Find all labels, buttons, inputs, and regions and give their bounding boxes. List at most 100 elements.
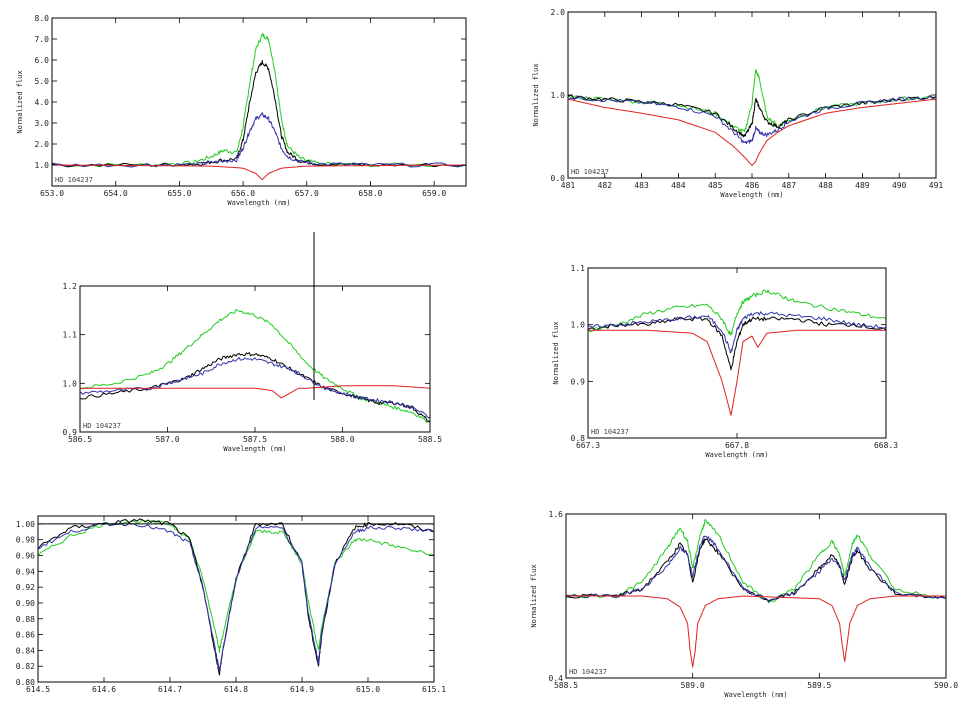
- x-tick-label: 485: [708, 181, 723, 190]
- y-tick-label: 7.0: [35, 35, 50, 44]
- y-tick-label: 0.96: [16, 552, 35, 561]
- x-tick-label: 490: [892, 181, 907, 190]
- y-axis-label: Normalized flux: [530, 564, 538, 627]
- x-tick-label: 587.0: [155, 435, 179, 444]
- x-tick-label: 491: [929, 181, 944, 190]
- x-axis-label: Wavelength (nm): [724, 691, 787, 699]
- series-line-3: [565, 535, 947, 603]
- y-tick-label: 2.0: [35, 140, 50, 149]
- y-tick-label: 4.0: [35, 98, 50, 107]
- y-tick-label: 1.0: [35, 161, 50, 170]
- panel-4: 667.3 667.8 668.3 0.8 0.9 1.0 1.1 Wavelength (n…: [552, 264, 898, 459]
- x-tick-label: 489: [855, 181, 870, 190]
- series-line-1: [51, 33, 467, 168]
- y-tick-label: 0.86: [16, 631, 35, 640]
- y-tick-label: 0.4: [549, 674, 564, 683]
- x-tick-label: 655.0: [167, 189, 191, 198]
- y-tick-label: 0.90: [16, 599, 35, 608]
- y-tick-label: 8.0: [35, 14, 50, 23]
- x-tick-label: 667.3: [576, 441, 600, 450]
- x-tick-label: 668.3: [874, 441, 898, 450]
- x-tick-label: 589.0: [681, 681, 705, 690]
- series-line-3: [567, 94, 937, 144]
- y-tick-label: 0.8: [571, 434, 586, 443]
- panel-5: 614.5 614.6 614.7 614.8 614.9 615.0 615.1 0.80 0…: [16, 515, 446, 694]
- x-tick-label: 658.0: [358, 189, 382, 198]
- star-label: HD 104237: [591, 428, 629, 436]
- x-tick-label: 614.9: [290, 685, 314, 694]
- y-tick-label: 1.0: [551, 91, 566, 100]
- x-tick-label: 657.0: [295, 189, 319, 198]
- y-tick-label: 0.92: [16, 583, 35, 592]
- y-tick-label: 0.9: [63, 428, 78, 437]
- x-tick-label: 587.5: [243, 435, 267, 444]
- x-tick-label: 588.5: [554, 681, 578, 690]
- panel-3: 586.5 587.0 587.5 588.0 588.5 0.9 1.0 1.1 1.2 Wav…: [63, 232, 442, 453]
- star-label: HD 104237: [83, 422, 121, 430]
- y-tick-label: 2.0: [551, 8, 566, 17]
- y-tick-label: 5.0: [35, 77, 50, 86]
- x-tick-label: 483: [634, 181, 649, 190]
- panel-6: 588.5 589.0 589.5 590.0 0.4 1.6 Wavelength (nm…: [530, 510, 958, 699]
- series-line-3: [37, 521, 435, 672]
- x-tick-label: 653.0: [40, 189, 64, 198]
- y-axis-label: Normalized flux: [16, 70, 24, 133]
- plot-frame: [79, 285, 431, 433]
- x-tick-label: 484: [671, 181, 686, 190]
- x-tick-label: 586.5: [68, 435, 92, 444]
- x-tick-label: 656.0: [231, 189, 255, 198]
- x-tick-label: 482: [598, 181, 613, 190]
- y-tick-label: 1.0: [571, 321, 586, 330]
- y-tick-label: 0.88: [16, 615, 35, 624]
- x-axis-label: Wavelength (nm): [223, 445, 286, 453]
- series-line-2: [587, 316, 887, 371]
- y-tick-label: 1.0: [63, 379, 78, 388]
- y-tick-label: 1.1: [63, 331, 78, 340]
- series-line-4: [567, 98, 937, 167]
- series-line-2: [37, 518, 435, 676]
- panel-2: 481 482 483 484 485 486 487 488 489 490 491 0.0 1.0 2…: [532, 8, 943, 199]
- plot-frame: [567, 11, 937, 179]
- series-line-1: [565, 518, 947, 604]
- series-line-4: [566, 595, 946, 668]
- x-tick-label: 614.8: [224, 685, 248, 694]
- x-tick-label: 615.1: [422, 685, 446, 694]
- y-tick-label: 0.98: [16, 536, 35, 545]
- series-line-4: [588, 329, 886, 416]
- y-tick-label: 1.6: [549, 510, 564, 519]
- panel-1: 653.0 654.0 655.0 656.0 657.0 658.0 659.0 1.0 2.…: [16, 14, 467, 207]
- series-line-3: [51, 112, 467, 168]
- series-line-3: [79, 356, 431, 419]
- y-tick-label: 0.94: [16, 567, 35, 576]
- star-label: HD 104237: [569, 668, 607, 676]
- x-tick-label: 486: [745, 181, 760, 190]
- x-tick-label: 614.5: [26, 685, 50, 694]
- x-tick-label: 589.5: [807, 681, 831, 690]
- x-axis-label: Wavelength (nm): [227, 199, 290, 207]
- series-line-1: [37, 519, 435, 653]
- plot-frame: [51, 17, 467, 187]
- x-tick-label: 588.0: [330, 435, 354, 444]
- x-tick-label: 654.0: [104, 189, 128, 198]
- series-line-1: [79, 308, 431, 423]
- y-tick-label: 0.82: [16, 662, 35, 671]
- y-tick-label: 1.00: [16, 520, 35, 529]
- star-label: HD 104237: [55, 176, 93, 184]
- y-tick-label: 0.9: [571, 377, 586, 386]
- y-tick-label: 6.0: [35, 56, 50, 65]
- plot-frame: [565, 513, 947, 679]
- y-tick-label: 1.2: [63, 282, 78, 291]
- y-tick-label: 3.0: [35, 119, 50, 128]
- series-line-4: [51, 164, 467, 181]
- x-tick-label: 615.0: [356, 685, 380, 694]
- series-line-2: [79, 352, 431, 423]
- x-tick-label: 614.6: [92, 685, 116, 694]
- x-tick-label: 588.5: [418, 435, 442, 444]
- y-axis-label: Normalized flux: [532, 63, 540, 126]
- star-label: HD 104237: [571, 168, 609, 176]
- plot-frame: [587, 267, 887, 439]
- y-tick-label: 0.84: [16, 646, 35, 655]
- series-line-3: [587, 311, 887, 354]
- x-tick-label: 659.0: [422, 189, 446, 198]
